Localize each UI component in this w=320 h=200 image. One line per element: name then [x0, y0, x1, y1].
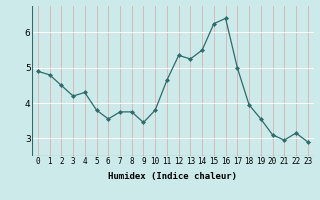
X-axis label: Humidex (Indice chaleur): Humidex (Indice chaleur): [108, 172, 237, 181]
